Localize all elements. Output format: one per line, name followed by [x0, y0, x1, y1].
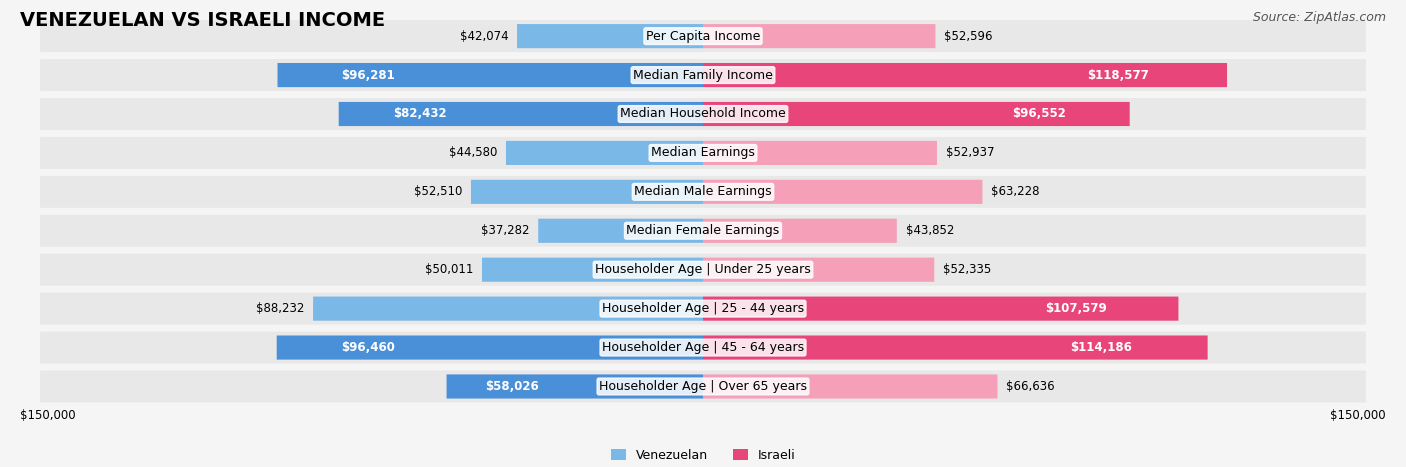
Text: Median Household Income: Median Household Income [620, 107, 786, 120]
FancyBboxPatch shape [703, 219, 897, 243]
Text: $63,228: $63,228 [991, 185, 1040, 198]
FancyBboxPatch shape [703, 375, 997, 398]
FancyBboxPatch shape [703, 141, 936, 165]
FancyBboxPatch shape [703, 258, 935, 282]
FancyBboxPatch shape [41, 215, 1365, 247]
FancyBboxPatch shape [538, 219, 703, 243]
Text: $107,579: $107,579 [1046, 302, 1107, 315]
Text: $52,937: $52,937 [946, 147, 994, 159]
Text: $52,596: $52,596 [945, 29, 993, 42]
Text: Householder Age | 25 - 44 years: Householder Age | 25 - 44 years [602, 302, 804, 315]
FancyBboxPatch shape [471, 180, 703, 204]
FancyBboxPatch shape [41, 98, 1365, 130]
FancyBboxPatch shape [703, 335, 1208, 360]
FancyBboxPatch shape [41, 20, 1365, 52]
FancyBboxPatch shape [277, 335, 703, 360]
Text: $44,580: $44,580 [449, 147, 498, 159]
Text: Median Male Earnings: Median Male Earnings [634, 185, 772, 198]
Text: $88,232: $88,232 [256, 302, 304, 315]
FancyBboxPatch shape [703, 63, 1227, 87]
FancyBboxPatch shape [703, 24, 935, 48]
Text: $118,577: $118,577 [1087, 69, 1149, 82]
Text: Source: ZipAtlas.com: Source: ZipAtlas.com [1253, 11, 1386, 24]
Text: $96,552: $96,552 [1012, 107, 1066, 120]
Text: $42,074: $42,074 [460, 29, 508, 42]
Text: Householder Age | 45 - 64 years: Householder Age | 45 - 64 years [602, 341, 804, 354]
Text: Median Female Earnings: Median Female Earnings [627, 224, 779, 237]
Text: $37,282: $37,282 [481, 224, 530, 237]
Text: Median Earnings: Median Earnings [651, 147, 755, 159]
FancyBboxPatch shape [447, 375, 703, 398]
Text: $150,000: $150,000 [20, 409, 76, 422]
Text: $150,000: $150,000 [1330, 409, 1386, 422]
Text: $52,510: $52,510 [413, 185, 463, 198]
FancyBboxPatch shape [482, 258, 703, 282]
Text: $58,026: $58,026 [485, 380, 538, 393]
Text: $96,460: $96,460 [340, 341, 395, 354]
FancyBboxPatch shape [41, 59, 1365, 91]
FancyBboxPatch shape [41, 137, 1365, 169]
FancyBboxPatch shape [339, 102, 703, 126]
Legend: Venezuelan, Israeli: Venezuelan, Israeli [606, 444, 800, 467]
Text: Householder Age | Over 65 years: Householder Age | Over 65 years [599, 380, 807, 393]
FancyBboxPatch shape [703, 297, 1178, 321]
FancyBboxPatch shape [41, 254, 1365, 286]
Text: Median Family Income: Median Family Income [633, 69, 773, 82]
Text: $66,636: $66,636 [1007, 380, 1054, 393]
Text: $52,335: $52,335 [943, 263, 991, 276]
Text: $114,186: $114,186 [1070, 341, 1132, 354]
Text: Per Capita Income: Per Capita Income [645, 29, 761, 42]
FancyBboxPatch shape [41, 332, 1365, 363]
Text: $96,281: $96,281 [342, 69, 395, 82]
FancyBboxPatch shape [41, 176, 1365, 208]
FancyBboxPatch shape [506, 141, 703, 165]
FancyBboxPatch shape [41, 293, 1365, 325]
Text: $82,432: $82,432 [394, 107, 447, 120]
Text: $50,011: $50,011 [425, 263, 474, 276]
Text: VENEZUELAN VS ISRAELI INCOME: VENEZUELAN VS ISRAELI INCOME [20, 11, 385, 30]
Text: Householder Age | Under 25 years: Householder Age | Under 25 years [595, 263, 811, 276]
FancyBboxPatch shape [314, 297, 703, 321]
FancyBboxPatch shape [41, 370, 1365, 403]
FancyBboxPatch shape [703, 102, 1129, 126]
Text: $43,852: $43,852 [905, 224, 955, 237]
FancyBboxPatch shape [517, 24, 703, 48]
FancyBboxPatch shape [703, 180, 983, 204]
FancyBboxPatch shape [277, 63, 703, 87]
